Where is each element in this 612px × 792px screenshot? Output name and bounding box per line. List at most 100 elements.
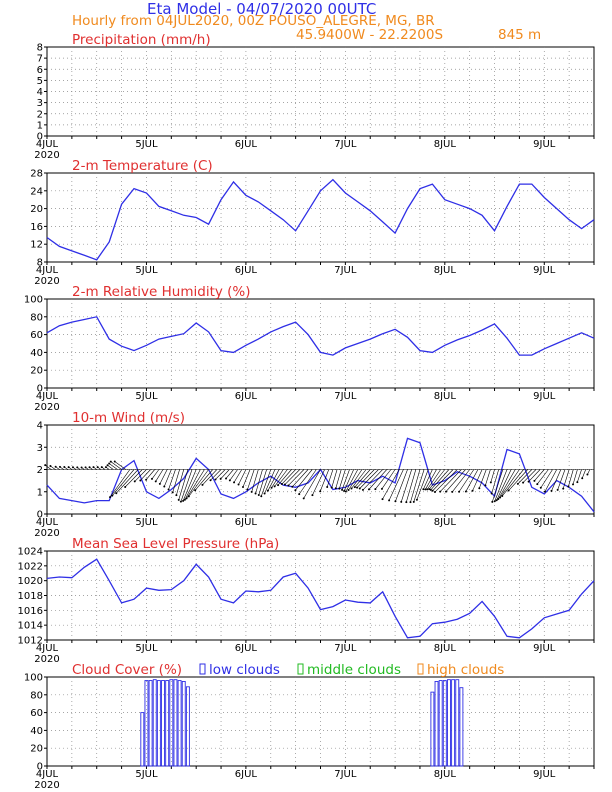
wind-arrow-head [533,479,536,482]
wind-arrow [429,469,446,490]
wind-arrow-head [428,488,431,491]
wind-arrow [540,469,553,488]
wind-arrow-head [124,485,127,488]
wind-arrow-head [277,484,280,487]
wind-arrow [202,469,218,486]
wind-arrow-head [171,491,174,494]
precip-ytick-label: 7 [37,54,43,65]
wind-xtick-label: 9JUL [533,517,556,528]
precip-ytick-label: 1 [37,120,43,131]
wind-arrow-head [246,488,249,491]
cloud-ytick-label: 0 [37,762,43,773]
wind-arrow-head [209,479,212,482]
cloud-title: Cloud Cover (%) [72,662,182,678]
wind-arrow-head [139,479,142,482]
legend-swatch [199,663,206,675]
rh-ytick-label: 20 [30,366,43,377]
wind-arrow [225,469,234,479]
legend-label: low clouds [209,662,280,678]
wind-arrow-head [270,486,273,489]
wind-arrow-head [280,483,283,486]
mslp-xtick-label: 7JUL [334,643,357,654]
wind-arrow [430,469,450,491]
wind-ytick-label: 4 [37,421,43,432]
precip-xtick-label: 7JUL [334,139,357,150]
precip-ytick-label: 4 [37,87,43,98]
wind-arrow-head [109,460,112,463]
wind-ytick-label: 2 [37,465,43,476]
temp-series-line [46,178,595,261]
wind-arrow-head [254,492,257,495]
wind-arrow [303,469,321,499]
wind-arrow-head [433,491,436,494]
wind-arrow [452,469,470,493]
wind-arrow-head [439,490,442,493]
wind-arrow [172,469,180,493]
wind-ytick-label: 3 [37,443,43,454]
rh-panel: 0 20 40 60 80 100 4JUL 5JUL 6JUL 7JUL 8JUL 9JUL 2020… [24,284,595,413]
wind-xtick-label: 5JUL [135,517,158,528]
wind-arrow [544,469,557,492]
wind-arrow [359,469,379,489]
wind-arrow-head [257,494,260,497]
mslp-xtick-label: 5JUL [135,643,158,654]
wind-arrow [295,469,313,491]
wind-arrow-head [338,487,341,490]
wind-arrow [551,469,562,492]
wind-arrow [258,469,267,496]
wind-arrow-head [219,477,222,480]
mslp-xtick-label: 8JUL [434,643,457,654]
temp-xtick-label: 9JUL [533,265,556,276]
cloud-bar [169,679,174,767]
wind-arrow-head [163,485,166,488]
wind-arrow-head [84,466,87,469]
cloud-bar [434,681,439,767]
wind-arrow [116,469,139,494]
wind-arrow-head [115,492,118,495]
wind-arrow [432,469,454,491]
wind-arrow [568,469,574,487]
wind-arrow-head [108,462,111,465]
mslp-ytick-label: 1024 [18,547,43,558]
cloud-ytick-label: 60 [30,708,43,719]
wind-arrow [109,469,131,498]
wind-arrow [264,469,276,494]
legend-label: high clouds [427,662,504,678]
wind-arrow-head [266,489,269,492]
wind-arrow [194,469,213,491]
header-altitude: 845 m [498,27,542,43]
wind-arrow [107,465,114,470]
precip-xtick-label: 8JUL [434,139,457,150]
temp-ytick-label: 12 [30,240,43,251]
wind-arrow [434,469,458,493]
wind-arrow [485,469,491,486]
wind-arrow-head [451,490,454,493]
wind-arrow [140,469,151,481]
wind-arrow [345,469,359,492]
wind-arrow [339,469,346,489]
rh-xtick-label: 8JUL [434,391,457,402]
wind-arrow [134,469,147,482]
mslp-ytick-label: 1014 [18,621,43,632]
wind-arrow-head [415,498,418,501]
wind-arrow [182,469,197,501]
wind-arrow [557,469,566,491]
wind-arrow-head [516,482,519,485]
wind-arrow [255,469,263,494]
wind-arrow [108,463,118,470]
wind-arrow-head [495,499,498,502]
mslp-ytick-label: 1016 [18,606,43,617]
wind-arrow-head [233,481,236,484]
wind-arrow [292,469,309,487]
wind-arrow [440,469,462,492]
wind-arrow-head [104,466,107,469]
wind-arrow [155,469,164,482]
wind-arrow-head [294,489,297,492]
wind-arrow [233,469,243,483]
wind-xtick-label: 8JUL [434,517,457,528]
wind-arrow [581,469,586,479]
wind-arrow [537,469,549,485]
wind-arrow-head [88,466,91,469]
